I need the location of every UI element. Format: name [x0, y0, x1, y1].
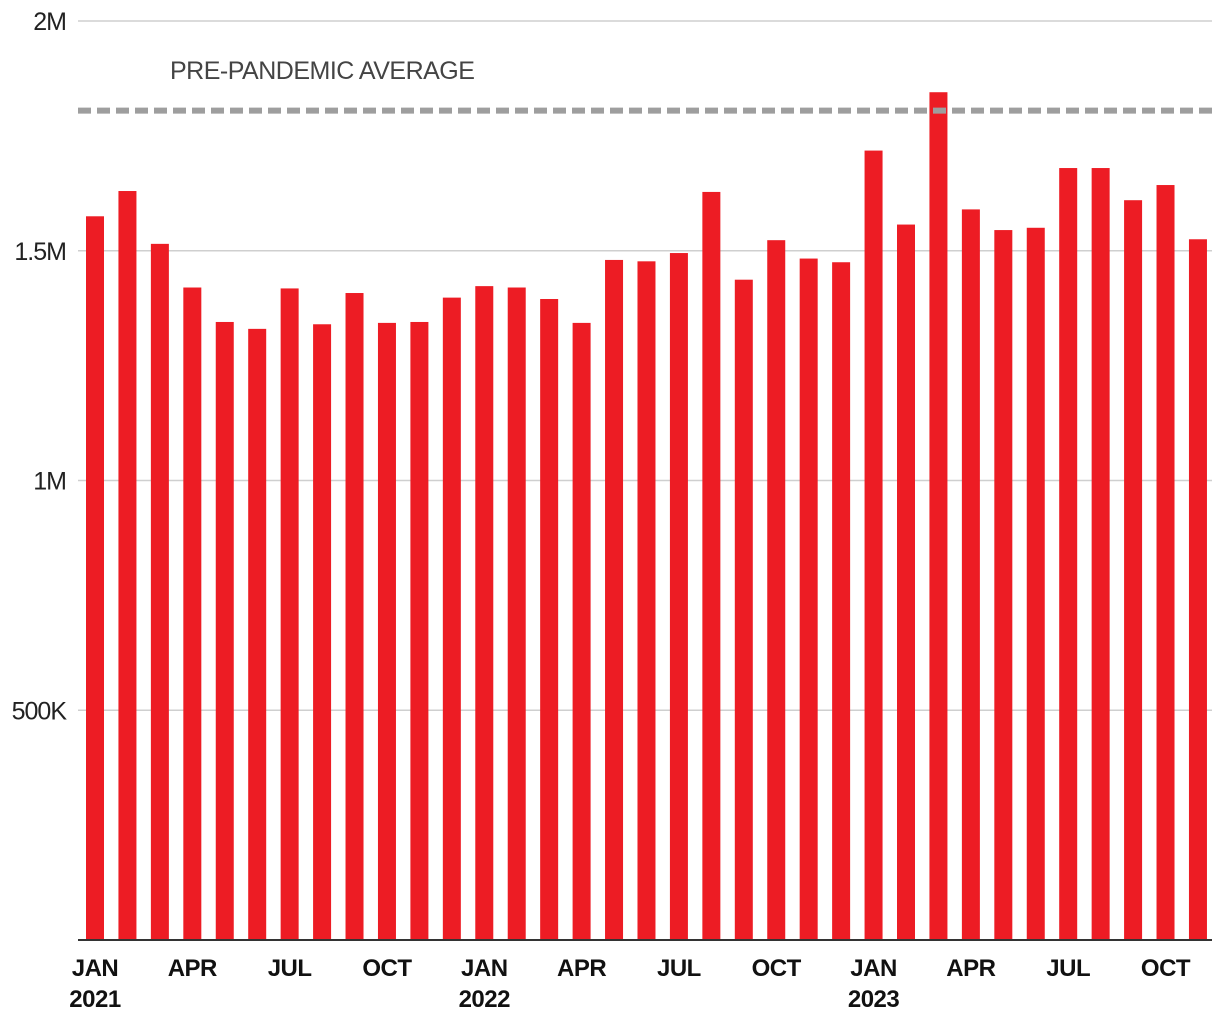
bar-2022-04	[572, 322, 591, 941]
y-tick-label: 500K	[12, 697, 68, 725]
bar-2022-02	[507, 287, 526, 940]
bar-2021-06	[248, 328, 267, 940]
x-tick-label-month: APR	[946, 955, 995, 982]
x-tick-label-month: JAN	[461, 955, 508, 982]
bar-2021-04	[183, 287, 202, 940]
bar-2022-01	[475, 286, 494, 941]
reference-line-group: PRE-PANDEMIC AVERAGE	[78, 57, 1212, 114]
bar-2023-03	[929, 92, 948, 940]
bar-2021-08	[313, 324, 332, 940]
bar-2021-07	[280, 288, 299, 941]
x-tick-label-month: JUL	[657, 955, 701, 982]
bar-2023-01	[864, 150, 883, 941]
y-tick-label: 1.5M	[14, 238, 66, 266]
x-tick-label-year: 2023	[848, 986, 900, 1013]
x-tick-label-month: APR	[557, 955, 606, 982]
bar-2023-06	[1026, 227, 1045, 940]
bar-2023-10	[1156, 185, 1175, 940]
bar-2023-02	[897, 224, 915, 941]
x-tick-label-month: JAN	[72, 955, 119, 982]
x-tick-label-month: JAN	[850, 955, 897, 982]
x-tick-label-year: 2021	[69, 986, 121, 1013]
axes: 500K 1M 1.5M 2M JAN 2021 APR JUL OCT JAN 2022 APR JU…	[12, 8, 1212, 1013]
bars	[86, 92, 1207, 941]
bar-2023-04	[961, 209, 980, 940]
pre-pandemic-average-label: PRE-PANDEMIC AVERAGE	[170, 57, 474, 85]
x-tick-label-month: OCT	[362, 955, 412, 982]
bar-2021-11	[410, 321, 429, 940]
bar-2022-09	[734, 279, 753, 940]
bar-2023-11	[1188, 239, 1207, 940]
bar-2022-08	[702, 191, 721, 940]
x-tick-label-month: APR	[168, 955, 217, 982]
bar-2021-09	[345, 293, 364, 940]
bar-2022-11	[799, 258, 818, 940]
bar-2021-12	[442, 297, 461, 940]
bar-2022-06	[637, 261, 656, 941]
bar-2022-07	[669, 253, 688, 941]
bar-2022-05	[605, 259, 624, 940]
bar-2023-09	[1124, 200, 1143, 940]
bar-2022-10	[767, 240, 786, 940]
x-tick-label-month: JUL	[268, 955, 312, 982]
y-tick-label: 2M	[33, 8, 66, 36]
bar-2023-08	[1091, 168, 1110, 941]
bar-2022-12	[832, 262, 851, 940]
bar-2021-01	[86, 216, 104, 941]
bar-2022-03	[540, 298, 559, 940]
y-tick-label: 1M	[33, 468, 66, 496]
x-tick-label-month: OCT	[752, 955, 802, 982]
bar-2023-05	[994, 230, 1013, 940]
bar-2023-07	[1059, 168, 1078, 941]
bar-2021-10	[377, 322, 396, 941]
x-tick-label-month: OCT	[1141, 955, 1191, 982]
bar-2021-02	[118, 191, 137, 940]
bar-2021-03	[150, 243, 169, 941]
x-tick-label-year: 2022	[459, 986, 511, 1013]
x-tick-label-month: JUL	[1046, 955, 1090, 982]
bar-2021-05	[215, 321, 234, 940]
